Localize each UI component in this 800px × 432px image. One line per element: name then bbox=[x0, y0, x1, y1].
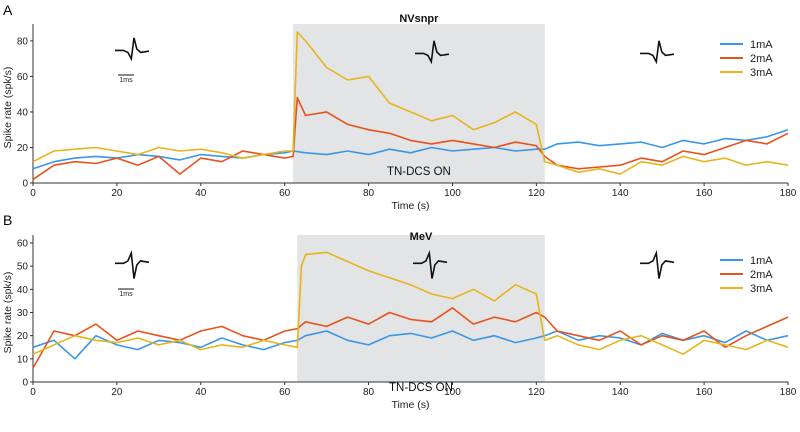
y-axis-label: Spike rate (spk/s) bbox=[2, 67, 14, 149]
y-tick-label: 20 bbox=[17, 331, 29, 342]
scale-bar-label: 1ms bbox=[119, 77, 133, 84]
y-tick-label: 20 bbox=[17, 143, 29, 154]
chart-title: NVsnpr bbox=[399, 13, 439, 25]
x-tick-label: 180 bbox=[780, 188, 797, 199]
y-tick-label: 30 bbox=[17, 308, 29, 319]
x-tick-label: 120 bbox=[528, 387, 545, 398]
stimulation-shade bbox=[297, 235, 545, 382]
x-tick-label: 20 bbox=[111, 387, 123, 398]
legend-label-2mA: 2mA bbox=[750, 53, 773, 65]
legend-label-1mA: 1mA bbox=[750, 39, 773, 51]
y-tick-label: 50 bbox=[17, 262, 29, 273]
x-tick-label: 0 bbox=[30, 387, 36, 398]
y-axis-label: Spike rate (spk/s) bbox=[2, 272, 14, 354]
legend-label-2mA: 2mA bbox=[750, 269, 773, 281]
shaded-region-label: TN-DCS ON bbox=[389, 382, 453, 394]
y-tick-label: 60 bbox=[17, 72, 29, 83]
panel-label: B bbox=[3, 212, 12, 228]
series-line-1mA bbox=[32, 330, 789, 360]
legend-label-1mA: 1mA bbox=[750, 255, 773, 267]
waveform-icon bbox=[413, 250, 448, 279]
y-tick-label: 80 bbox=[17, 36, 29, 47]
legend-label-3mA: 3mA bbox=[750, 67, 773, 79]
waveform-icon bbox=[640, 250, 675, 279]
shaded-region-label: TN-DCS ON bbox=[387, 166, 451, 178]
y-tick-label: 60 bbox=[17, 239, 29, 250]
scale-bar-label: 1ms bbox=[119, 291, 133, 298]
x-tick-label: 60 bbox=[279, 188, 291, 199]
x-tick-label: 60 bbox=[279, 387, 291, 398]
series-line-2mA bbox=[32, 96, 789, 181]
series-line-3mA bbox=[32, 31, 789, 175]
y-tick-label: 0 bbox=[22, 179, 28, 190]
series-line-1mA bbox=[32, 128, 789, 170]
x-tick-label: 80 bbox=[363, 188, 375, 199]
x-tick-label: 100 bbox=[444, 188, 461, 199]
y-tick-label: 0 bbox=[22, 378, 28, 389]
x-tick-label: 20 bbox=[111, 188, 123, 199]
x-tick-label: 100 bbox=[444, 387, 461, 398]
chart-panel-A: A NVsnpr 0 20 40 60 80 0 20 40 60 80 100 120 140 160 180… bbox=[2, 2, 797, 212]
y-tick-label: 10 bbox=[17, 354, 29, 365]
chart-title: MeV bbox=[410, 231, 433, 243]
x-tick-label: 40 bbox=[195, 387, 207, 398]
series-line-2mA bbox=[32, 307, 789, 369]
x-tick-label: 160 bbox=[696, 188, 713, 199]
x-tick-label: 180 bbox=[780, 387, 797, 398]
panel-label: A bbox=[3, 2, 13, 18]
waveform-icon bbox=[115, 37, 150, 62]
x-axis-label: Time (s) bbox=[391, 200, 429, 212]
y-tick-label: 40 bbox=[17, 107, 29, 118]
waveform-icon bbox=[115, 250, 150, 279]
x-tick-label: 140 bbox=[612, 387, 629, 398]
x-tick-label: 120 bbox=[528, 188, 545, 199]
x-tick-label: 40 bbox=[195, 188, 207, 199]
waveform-icon bbox=[640, 40, 675, 65]
x-tick-label: 140 bbox=[612, 188, 629, 199]
legend-label-3mA: 3mA bbox=[750, 283, 773, 295]
x-axis-label: Time (s) bbox=[391, 399, 429, 411]
waveform-icon bbox=[415, 40, 450, 65]
stimulation-shade bbox=[293, 24, 545, 183]
series-line-3mA bbox=[32, 251, 789, 355]
chart-panel-B: B MeV 0 10 20 30 40 50 60 0 20 40 60 80 100 120 140 160 18… bbox=[2, 212, 797, 411]
y-tick-label: 40 bbox=[17, 285, 29, 296]
x-tick-label: 0 bbox=[30, 188, 36, 199]
x-tick-label: 80 bbox=[363, 387, 375, 398]
x-tick-label: 160 bbox=[696, 387, 713, 398]
